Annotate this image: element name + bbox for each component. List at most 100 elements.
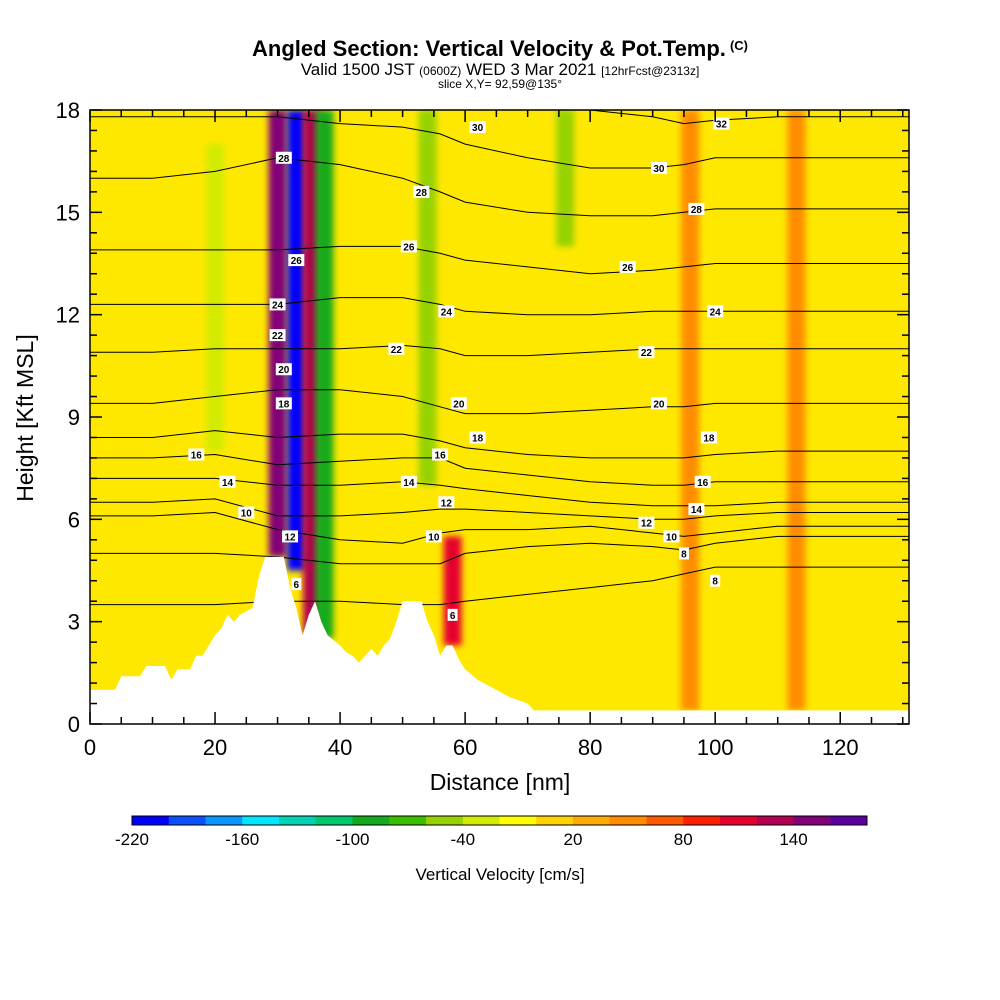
contour-label-bg — [413, 185, 430, 198]
contour-label: 22 — [388, 342, 405, 356]
contour-label: 10 — [238, 506, 255, 520]
isentrope-10 — [90, 511, 909, 544]
isentrope-26 — [90, 245, 909, 275]
colorbar-swatch — [168, 816, 206, 825]
contour-label: 6 — [291, 578, 302, 591]
contour-label: 22 — [269, 329, 286, 342]
contour-label-text: 12 — [284, 532, 296, 543]
contour-label-bg — [688, 503, 705, 516]
contour-label-text: 14 — [403, 478, 415, 489]
isentrope-16 — [90, 453, 909, 486]
colorbar-swatch — [279, 816, 317, 825]
contour-label-text: 8 — [712, 577, 718, 588]
contour-label: 18 — [700, 431, 717, 444]
contour-label: 32 — [713, 117, 730, 131]
contour-label: 12 — [638, 516, 655, 530]
contour-label-bg — [700, 431, 717, 444]
colorbar-swatch — [242, 816, 280, 825]
contour-label-text: 10 — [666, 532, 678, 543]
contour-label-text: 28 — [278, 154, 290, 165]
contour-label-bg — [282, 530, 299, 543]
contour-label: 16 — [432, 448, 449, 462]
chart-title-text: Angled Section: Vertical Velocity & Pot.… — [252, 36, 726, 61]
isentrope-20 — [90, 389, 909, 415]
y-tick-label: 9 — [68, 405, 80, 430]
velocity-feature-3 — [315, 110, 334, 639]
contour-label-bg — [638, 346, 655, 359]
colorbar-tick-label: 140 — [779, 830, 807, 849]
contour-label: 12 — [282, 530, 299, 543]
contour-label-text: 6 — [450, 611, 456, 622]
x-axis-title: Distance [nm] — [430, 769, 571, 795]
contour-label-text: 20 — [653, 399, 665, 410]
velocity-feature-9 — [787, 110, 806, 711]
colorbar-swatch — [646, 816, 684, 825]
contour-label-bg — [188, 448, 205, 461]
contour-label-bg — [710, 574, 721, 587]
y-tick-label: 6 — [68, 507, 80, 532]
contour-label: 10 — [425, 530, 442, 543]
contour-label-text: 26 — [622, 263, 634, 274]
isentrope-14 — [90, 477, 909, 507]
x-tick-label: 60 — [453, 735, 477, 760]
contour-label-bg — [469, 121, 486, 134]
colorbar-tick-label: 20 — [564, 830, 583, 849]
colorbar-title: Vertical Velocity [cm/s] — [415, 865, 584, 884]
colorbar-tick-label: 80 — [674, 830, 693, 849]
contour-label-bg — [450, 397, 467, 410]
colorbar-swatch — [793, 816, 831, 825]
contour-label-text: 20 — [278, 365, 290, 376]
contour-label-text: 28 — [416, 188, 428, 199]
contour-label-text: 12 — [441, 498, 453, 509]
x-tick-label: 0 — [84, 735, 96, 760]
valid-date: WED 3 Mar 2021 — [465, 60, 597, 79]
forecast-info: [12hrFcst@2313z] — [601, 64, 700, 78]
colorbar-swatch — [830, 816, 868, 825]
contour-label-bg — [694, 475, 711, 488]
colorbar-swatch — [352, 816, 390, 825]
contour-label-bg — [650, 397, 667, 410]
contour-label-bg — [388, 342, 405, 355]
velocity-feature-8 — [681, 110, 700, 711]
colorbar-swatch — [756, 816, 794, 825]
contour-label: 18 — [275, 397, 292, 410]
x-tick-label: 120 — [822, 735, 859, 760]
units-flag: (C) — [729, 38, 748, 53]
contour-label-text: 22 — [391, 345, 403, 356]
y-tick-label: 18 — [56, 98, 80, 123]
contour-label-bg — [432, 448, 449, 461]
vertical-velocity-field — [206, 110, 806, 711]
contour-label-bg — [288, 254, 305, 267]
contour-label-text: 14 — [691, 505, 703, 516]
contour-label: 14 — [400, 475, 417, 489]
y-tick-label: 3 — [68, 610, 80, 635]
colorbar-tick-label: -100 — [335, 830, 369, 849]
contour-label-bg — [713, 117, 730, 130]
contour-label: 26 — [400, 240, 417, 253]
contour-label-bg — [678, 547, 689, 560]
contour-label-bg — [688, 202, 705, 215]
colorbar-swatch — [389, 816, 427, 825]
y-tick-label: 0 — [68, 712, 80, 737]
x-tick-label: 100 — [697, 735, 734, 760]
colorbar-swatch — [132, 816, 170, 825]
isentrope-8 — [90, 535, 909, 565]
valid-time-line: Valid 1500 JST (0600Z) WED 3 Mar 2021 [1… — [0, 60, 1000, 80]
contour-label-text: 6 — [294, 580, 300, 591]
y-tick-label: 15 — [56, 200, 80, 225]
contour-label-text: 22 — [272, 331, 284, 342]
colorbar — [131, 815, 868, 826]
contour-label-text: 12 — [641, 519, 653, 530]
colorbar-swatch — [499, 816, 537, 825]
contour-label-bg — [269, 329, 286, 342]
contour-label-bg — [275, 151, 292, 164]
velocity-feature-7 — [206, 144, 225, 452]
isentrope-22 — [90, 344, 909, 357]
colorbar-swatch — [426, 816, 464, 825]
contour-label-text: 28 — [691, 205, 703, 216]
terrain-mask — [90, 556, 909, 724]
colorbar-swatch — [315, 816, 353, 825]
contour-label-bg — [269, 298, 286, 311]
colorbar-swatch — [720, 816, 758, 825]
x-tick-label: 20 — [203, 735, 227, 760]
